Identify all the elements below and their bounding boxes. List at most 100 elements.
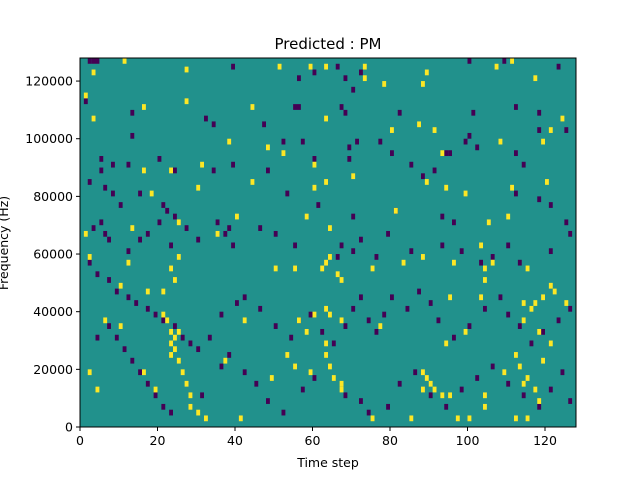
heatmap-cell-low [126, 294, 131, 301]
heatmap-cell-low [297, 104, 301, 110]
heatmap-cell-high [537, 398, 542, 404]
heatmap-cell-high [548, 340, 553, 347]
y-tick-label: 0 [65, 420, 73, 435]
heatmap-cell-high [196, 409, 201, 416]
heatmap-cell-high [328, 363, 332, 370]
heatmap-cell-low [320, 328, 325, 335]
heatmap-cell-high [103, 317, 108, 324]
heatmap-cell-low [339, 242, 344, 249]
heatmap-cell-low [421, 173, 425, 180]
heatmap-cell-high [308, 63, 313, 70]
heatmap-cell-high [304, 213, 309, 220]
heatmap-cell-low [374, 328, 379, 335]
heatmap-cell-low [87, 179, 92, 185]
heatmap-cell-high [87, 369, 92, 376]
heatmap-cell-high [533, 300, 538, 306]
heatmap-cell-low [184, 225, 189, 231]
heatmap-cell-low [548, 386, 553, 393]
heatmap-cell-low [339, 104, 344, 110]
heatmap-cell-high [390, 127, 394, 133]
heatmap-cell-high [424, 179, 429, 185]
heatmap-cell-low [293, 242, 297, 249]
heatmap-cell-low [409, 248, 414, 255]
heatmap-cell-high [483, 265, 487, 272]
heatmap-cell-high [269, 375, 274, 381]
heatmap-cell-high [297, 317, 301, 324]
heatmap-cell-high [490, 259, 495, 266]
heatmap-cell-low [254, 380, 259, 387]
heatmap-cell-low [351, 305, 356, 312]
heatmap-cell-high [250, 104, 255, 110]
heatmap-cell-low [537, 127, 542, 133]
heatmap-cell-low [188, 340, 193, 347]
heatmap-cell-high [560, 115, 565, 122]
heatmap-cell-low [111, 161, 115, 168]
heatmap-cell-high [173, 334, 177, 341]
heatmap-cell-high [91, 115, 96, 122]
heatmap-cell-high [545, 179, 549, 185]
heatmap-cell-low [99, 167, 104, 174]
heatmap-cell-high [525, 415, 530, 422]
heatmap-cell-low [312, 69, 317, 76]
heatmap-cell-low [335, 63, 340, 70]
heatmap-cell-high [448, 294, 452, 301]
heatmap-cell-low [312, 156, 317, 162]
heatmap-cell-low [169, 242, 173, 249]
y-tick-label: 60000 [33, 247, 73, 262]
heatmap-cell-high [506, 213, 511, 220]
heatmap-cell-low [289, 334, 294, 341]
heatmap-cell-low [231, 63, 235, 70]
heatmap-cell-low [490, 363, 495, 370]
heatmap-cell-high [417, 121, 421, 128]
heatmap-cell-high [308, 369, 313, 376]
heatmap-cell-high [118, 323, 123, 329]
heatmap-cell-high [335, 271, 340, 278]
heatmap-cell-high [87, 254, 92, 260]
heatmap-cell-high [483, 392, 487, 399]
y-axis-ticks: 0 20000 40000 60000 80000 100000 120000 [25, 74, 80, 435]
heatmap-cell-low [386, 230, 390, 237]
heatmap-cell-high [421, 81, 425, 87]
heatmap-cell-high [521, 317, 526, 324]
heatmap-cell-low [537, 109, 542, 116]
y-tick-label: 40000 [33, 304, 73, 319]
heatmap-cell-low [440, 242, 445, 249]
heatmap-cell-low [359, 398, 363, 404]
heatmap-cell-low [130, 109, 135, 116]
heatmap-cell-high [424, 375, 429, 381]
heatmap-cell-low [258, 305, 263, 312]
heatmap-cell-high [525, 265, 530, 272]
heatmap-cell-low [138, 369, 142, 376]
y-axis-label: Frequency (Hz) [0, 196, 11, 290]
heatmap-cell-high [328, 311, 332, 318]
heatmap-cell-high [370, 415, 375, 422]
heatmap-cell-low [444, 403, 449, 410]
heatmap-cell-low [215, 219, 220, 226]
heatmap-cell-high [165, 317, 170, 324]
heatmap-cell-high [393, 207, 398, 214]
heatmap-cell-low [448, 150, 452, 157]
heatmap-cell-high [142, 104, 146, 110]
heatmap-cell-low [281, 138, 286, 145]
heatmap-cell-low [153, 311, 158, 318]
heatmap-cell-low [475, 375, 480, 381]
heatmap-cell-high [176, 357, 181, 364]
heatmap-cell-high [130, 225, 135, 231]
heatmap-cell-high [235, 213, 239, 220]
heatmap-cell-low [467, 132, 472, 139]
heatmap-cell-low [126, 161, 131, 168]
heatmap-cell-high [324, 115, 328, 122]
heatmap-cell-low [498, 294, 503, 301]
heatmap-cell-low [529, 340, 534, 347]
heatmap-cell-low [87, 58, 92, 64]
heatmap-cell-high [153, 386, 158, 393]
heatmap-cell-low [262, 121, 266, 128]
heatmap-cell-low [386, 403, 390, 410]
heatmap-cell-high [541, 357, 545, 364]
heatmap-cell-low [231, 242, 235, 249]
heatmap-cell-high [328, 254, 332, 260]
heatmap-cell-high [184, 66, 189, 73]
heatmap-cell-high [324, 305, 328, 312]
heatmap-cell-high [510, 184, 514, 191]
